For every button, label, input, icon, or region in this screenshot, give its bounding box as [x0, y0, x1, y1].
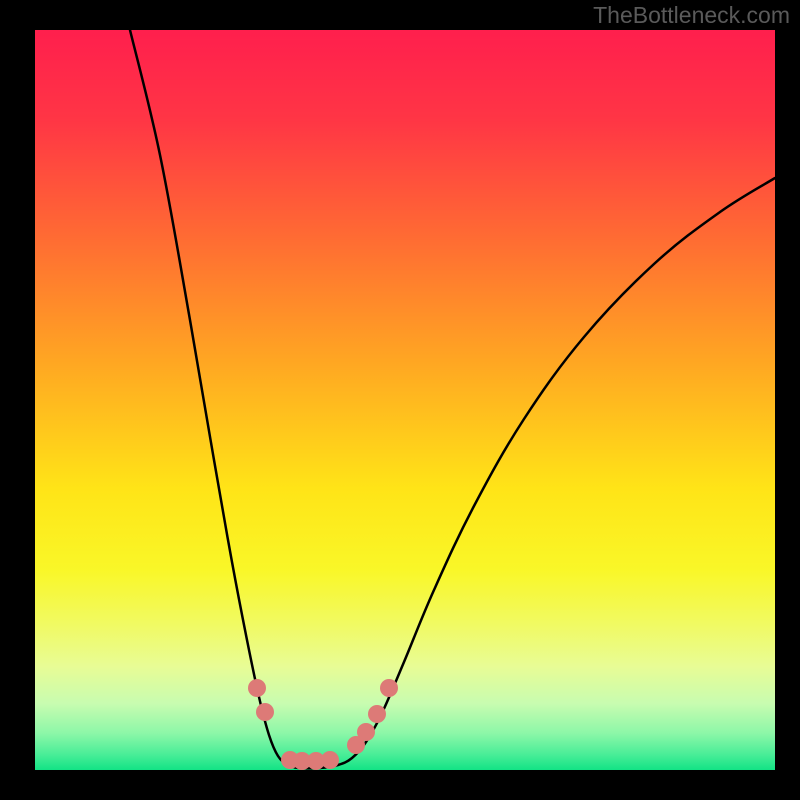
chart-stage: TheBottleneck.com: [0, 0, 800, 800]
data-marker: [368, 705, 386, 723]
watermark-text: TheBottleneck.com: [593, 2, 790, 29]
data-marker: [248, 679, 266, 697]
data-marker: [256, 703, 274, 721]
data-marker: [357, 723, 375, 741]
data-marker: [380, 679, 398, 697]
chart-svg: [0, 0, 800, 800]
data-marker: [321, 751, 339, 769]
